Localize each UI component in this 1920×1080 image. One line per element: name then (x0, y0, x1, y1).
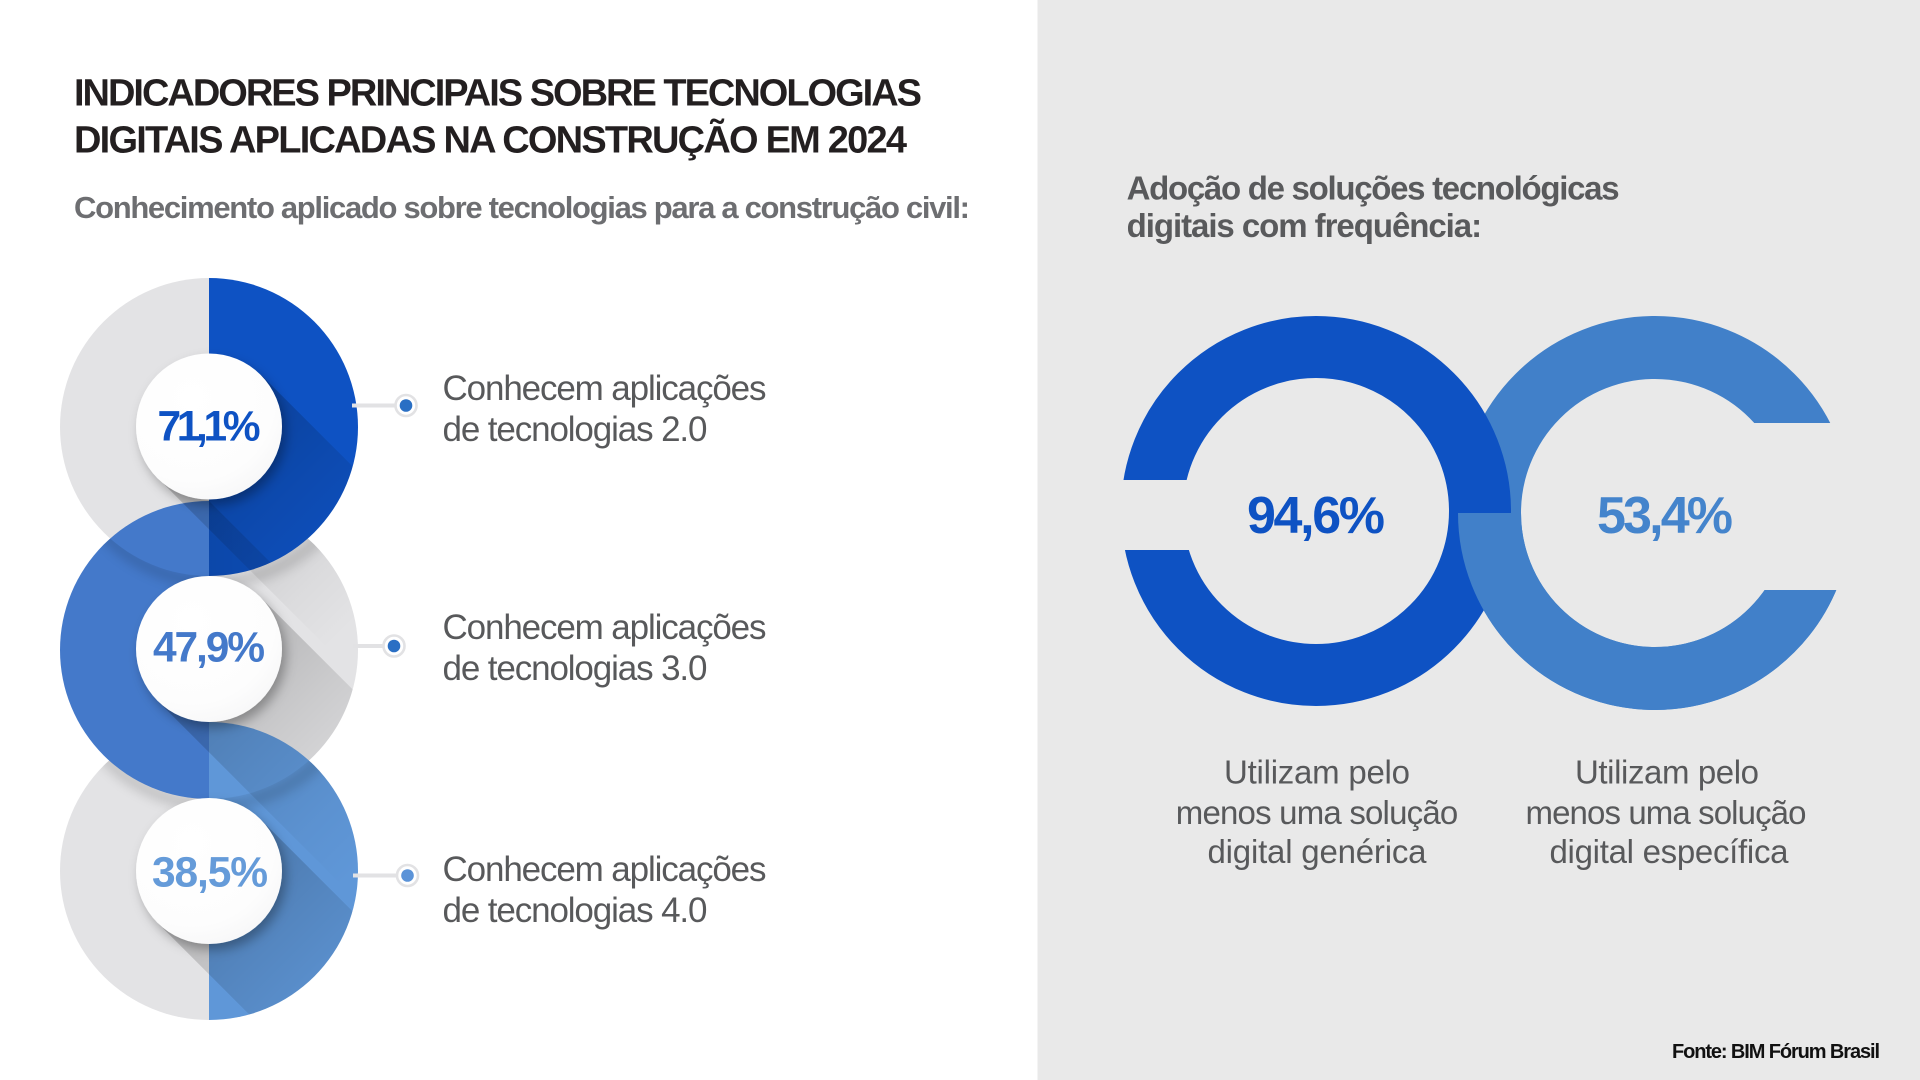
svg-text:94,6%: 94,6% (1247, 487, 1385, 545)
svg-text:Adoção de soluções tecnológica: Adoção de soluções tecnológicas (1127, 170, 1620, 207)
svg-text:INDICADORES PRINCIPAIS SOBRE T: INDICADORES PRINCIPAIS SOBRE TECNOLOGIAS (74, 73, 922, 115)
svg-text:Conhecem aplicações: Conhecem aplicações (443, 608, 767, 647)
svg-text:38,5%: 38,5% (152, 850, 268, 897)
svg-text:menos uma solução: menos uma solução (1176, 794, 1459, 831)
svg-text:de tecnologias 3.0: de tecnologias 3.0 (443, 649, 708, 688)
svg-text:Conhecimento aplicado sobre te: Conhecimento aplicado sobre tecnologias … (74, 190, 970, 225)
svg-text:53,4%: 53,4% (1597, 487, 1733, 545)
svg-text:Utilizam pelo: Utilizam pelo (1575, 754, 1759, 791)
svg-text:de tecnologias 2.0: de tecnologias 2.0 (443, 410, 708, 449)
svg-text:de tecnologias 4.0: de tecnologias 4.0 (443, 891, 708, 930)
svg-text:digital específica: digital específica (1550, 833, 1790, 870)
svg-text:47,9%: 47,9% (153, 625, 265, 672)
svg-text:Conhecem aplicações: Conhecem aplicações (443, 850, 767, 889)
svg-text:Utilizam pelo: Utilizam pelo (1224, 754, 1410, 791)
svg-text:71,1%: 71,1% (158, 404, 261, 451)
svg-text:Fonte: BIM Fórum Brasil: Fonte: BIM Fórum Brasil (1672, 1041, 1880, 1063)
svg-text:digital genérica: digital genérica (1208, 833, 1428, 870)
svg-text:menos uma solução: menos uma solução (1526, 794, 1807, 831)
svg-text:DIGITAIS APLICADAS NA CONSTRUÇ: DIGITAIS APLICADAS NA CONSTRUÇÃO EM 2024 (74, 118, 907, 162)
svg-text:digitais com frequência:: digitais com frequência: (1127, 207, 1483, 244)
svg-text:Conhecem aplicações: Conhecem aplicações (443, 369, 767, 408)
